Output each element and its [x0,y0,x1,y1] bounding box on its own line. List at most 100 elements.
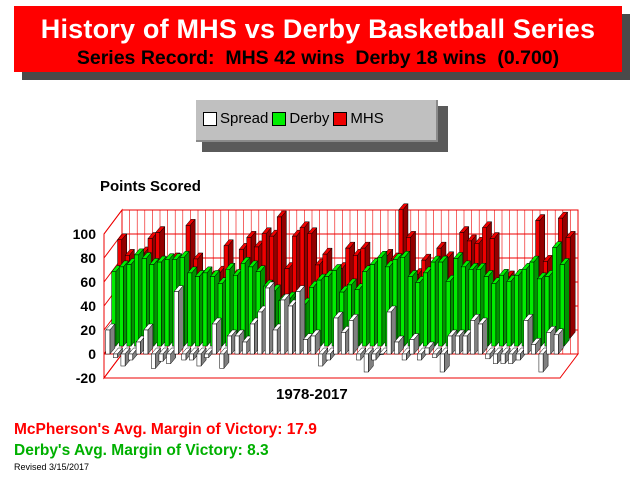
y-tick-label: 60 [80,274,96,290]
bar-front [500,353,506,364]
revised-date: Revised 3/15/2017 [14,462,90,472]
bar-front [401,353,407,361]
bar-front [538,353,544,373]
legend-item-derby: Derby [272,110,329,127]
bar-front [280,299,285,355]
bar-front [491,283,497,347]
bar-front [204,353,209,358]
bar-front [265,287,270,355]
series-record: Series Record: MHS 42 wins Derby 18 wins… [76,47,560,69]
legend-swatch-derby [272,111,287,126]
bar-front [325,353,331,361]
bar-front [234,335,240,355]
bar-front [333,317,339,355]
derby-margin-text: Derby's Avg. Margin of Victory: 8.3 [14,442,269,459]
bar-front [134,254,139,347]
bar-spread [492,347,504,365]
bar-front [143,329,149,355]
bar-front [105,329,111,355]
bar-spread [553,328,564,355]
bar-front [202,272,208,347]
bar-front [151,353,156,369]
bar-front [417,353,422,361]
gridline-side [103,353,123,379]
bar-front [407,276,413,347]
bar-front [430,261,436,347]
y-ticks: 100 80 60 40 20 0 -20 [73,226,97,386]
bar-front [400,257,405,347]
bar-front [341,332,346,355]
bar-spread [211,317,222,355]
bar-spread [196,347,207,367]
bar-front [195,276,200,347]
bar-front [514,275,519,347]
bar-front [166,353,171,364]
bar-side [352,313,359,355]
bar-front [455,335,460,355]
bar-front [219,353,225,369]
bar-front [470,320,475,355]
y-tick-label: 40 [80,298,96,314]
bar-front [424,347,430,355]
bar-spread [317,347,329,367]
bar-derby [559,257,570,347]
bar-front [135,341,141,355]
bar-front [508,353,513,364]
bar-spread [105,323,116,355]
bar-spread [143,323,154,355]
bar-front [432,353,437,358]
bar-front [493,353,498,364]
bar-front [287,305,293,355]
bar-spread [112,347,124,359]
bar-front [227,335,232,355]
legend-label-mhs: MHS [350,110,384,127]
bar-front [356,353,361,361]
bar-spread [348,313,359,355]
legend: Spread Derby MHS [196,100,438,142]
bar-front [158,353,164,362]
bar-front [113,353,118,358]
bar-front [310,335,316,355]
bar-front [394,341,399,355]
bar-front [348,320,354,355]
bar-spread [477,317,488,355]
legend-label-derby: Derby [289,110,330,127]
bar-front [377,257,383,347]
y-axis-title: Points Scored [100,178,201,195]
mhs-margin-text: McPherson's Avg. Margin of Victory: 17.9 [14,421,317,438]
legend-item-mhs: MHS [333,110,384,127]
bar-side [563,257,570,347]
bar-front [120,353,126,367]
bar-spread [409,332,420,355]
y-tick-label: 20 [80,322,96,338]
bar-front [515,353,521,361]
bar-front [371,353,377,361]
bar-front [523,320,529,355]
bar-front [499,275,504,347]
bar-front [537,278,542,347]
bar-front [462,335,468,355]
bar-front [379,353,384,355]
bar-front [249,323,255,355]
bar-front [189,353,194,361]
gridline-side [103,209,123,235]
bar-front [164,259,170,347]
bar-spread [173,284,184,355]
bar-front [485,353,491,360]
bar-side [216,317,222,355]
bar-front [196,353,202,367]
bar-front [324,276,329,347]
bar-front [257,311,263,355]
bar-spread [507,347,519,365]
bar-front [187,272,193,347]
legend-label-spread: Spread [220,110,269,127]
bar-front [438,261,443,347]
bars [105,203,576,373]
bar-front [477,323,483,355]
bar-front [295,291,301,355]
bar-spread [295,284,306,355]
legend-swatch-mhs [333,111,348,126]
bar-spread [530,337,542,355]
bar-side [569,230,576,339]
bar-front [126,264,132,347]
